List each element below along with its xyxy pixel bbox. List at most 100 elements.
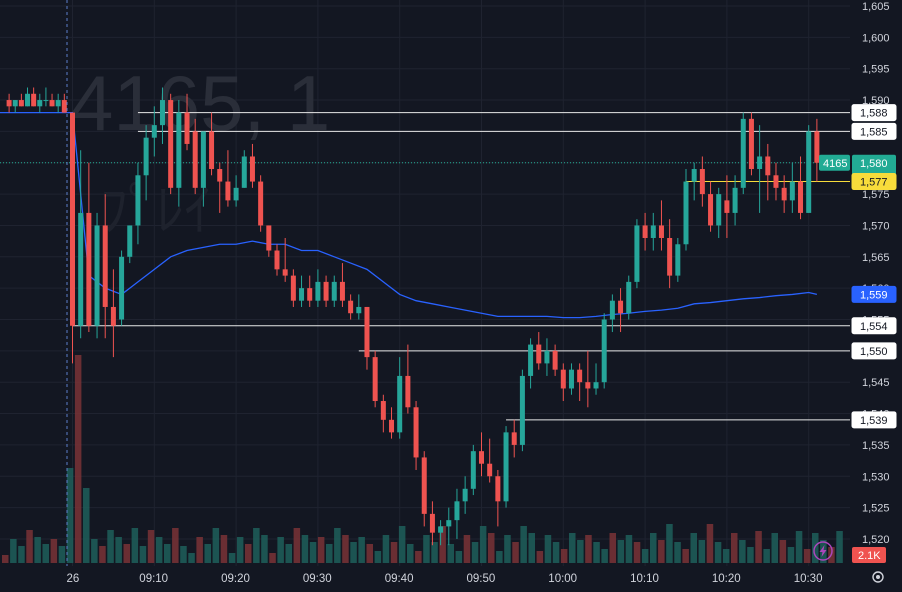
candle-body bbox=[568, 369, 574, 389]
candle-body bbox=[748, 118, 754, 170]
lightning-icon[interactable] bbox=[813, 541, 833, 561]
volume-bar bbox=[277, 537, 284, 563]
time-tick-label: 09:50 bbox=[467, 573, 496, 585]
candle-body bbox=[233, 187, 239, 201]
candle-body bbox=[6, 100, 12, 107]
volume-bar bbox=[407, 544, 414, 563]
candle-body bbox=[814, 131, 820, 163]
volume-bar bbox=[658, 540, 665, 563]
candle-body bbox=[110, 306, 116, 326]
candle-body bbox=[536, 344, 542, 364]
level-tag bbox=[851, 104, 897, 122]
candle-body bbox=[667, 237, 673, 276]
volume-tag-label: 2.1K bbox=[858, 550, 881, 562]
volume-bar bbox=[641, 549, 649, 563]
volume-bar bbox=[763, 549, 770, 563]
candle-body bbox=[307, 288, 313, 301]
volume-bar bbox=[415, 551, 422, 563]
volume-bar bbox=[803, 549, 811, 563]
volume-bar bbox=[293, 528, 301, 563]
price-tick-label: 1,520 bbox=[862, 534, 890, 546]
symbol-tag-label: 4165 bbox=[823, 158, 847, 170]
candle-body bbox=[18, 100, 24, 107]
time-tick-label: 10:10 bbox=[630, 573, 659, 585]
candle-body bbox=[503, 432, 509, 502]
volume-bar bbox=[253, 528, 260, 563]
candle-body bbox=[43, 100, 49, 102]
time-tick-label: 10:00 bbox=[548, 573, 577, 585]
candle-body bbox=[740, 118, 746, 188]
candle-body bbox=[683, 181, 689, 245]
volume-bar bbox=[342, 535, 349, 563]
candle-body bbox=[544, 350, 550, 364]
volume-bar bbox=[504, 535, 511, 563]
volume-bar bbox=[245, 544, 252, 563]
volume-bar bbox=[722, 549, 730, 563]
candle-body bbox=[364, 306, 370, 358]
volume-bar bbox=[471, 542, 479, 563]
candle-body bbox=[37, 100, 43, 107]
candle-body bbox=[724, 200, 730, 213]
candle-body bbox=[55, 100, 61, 107]
candle-body bbox=[339, 281, 345, 301]
volume-bar bbox=[123, 544, 130, 563]
volume-bar bbox=[479, 526, 487, 563]
watermark: 4165, 1 bbox=[70, 59, 330, 147]
level-tag bbox=[851, 122, 897, 140]
volume-bar bbox=[593, 542, 600, 563]
volume-bar bbox=[731, 533, 738, 563]
price-tick-label: 1,590 bbox=[862, 95, 890, 107]
candle-body bbox=[258, 181, 264, 226]
candle-body bbox=[462, 488, 468, 502]
candle-body bbox=[495, 476, 501, 502]
volume-bar bbox=[779, 540, 787, 563]
time-axis[interactable]: 26 09:10 09:20 09:30 09:40 09:50 10:00 10:10 10:… bbox=[67, 573, 823, 585]
volume-bar bbox=[463, 535, 471, 563]
price-tick-label: 1,525 bbox=[862, 503, 890, 515]
candle-body bbox=[168, 100, 174, 188]
candle-body bbox=[78, 212, 84, 326]
candles[interactable] bbox=[6, 87, 820, 546]
candle-body bbox=[511, 432, 517, 445]
volume-bar bbox=[512, 542, 519, 563]
time-tick-label: 09:30 bbox=[303, 573, 332, 585]
candle-body bbox=[266, 225, 272, 251]
volume-bar bbox=[739, 540, 746, 563]
candle-body bbox=[405, 375, 411, 408]
volume-bar bbox=[633, 542, 641, 563]
candle-body bbox=[282, 269, 288, 276]
price-tick-label: 1,575 bbox=[862, 189, 890, 201]
volume-bar bbox=[488, 533, 495, 563]
volume-bar bbox=[706, 524, 714, 563]
volume-bar bbox=[625, 535, 633, 563]
candle-body bbox=[708, 194, 714, 226]
volume-bar bbox=[423, 535, 430, 563]
level-tag bbox=[851, 342, 897, 360]
candle-body bbox=[397, 375, 403, 433]
volume-bar bbox=[617, 540, 625, 563]
volume-bar bbox=[147, 530, 155, 563]
candle-body bbox=[413, 407, 419, 458]
volume-bar bbox=[666, 524, 673, 563]
volume-bar bbox=[10, 539, 17, 563]
yellow-level-tag-label: 1,577 bbox=[860, 177, 888, 189]
volume-bar bbox=[58, 546, 66, 563]
candle-body bbox=[70, 112, 75, 326]
candle-body bbox=[225, 181, 231, 201]
candle-body bbox=[577, 369, 583, 383]
price-tick-label: 1,535 bbox=[862, 440, 890, 452]
settings-gear-icon[interactable] bbox=[872, 571, 884, 583]
volume-bar bbox=[34, 537, 41, 563]
candle-body bbox=[31, 93, 37, 107]
candle-body bbox=[323, 281, 329, 301]
candle-body bbox=[127, 225, 133, 257]
candle-body bbox=[299, 288, 305, 301]
level-tag-label: 1,585 bbox=[860, 126, 888, 138]
candle-body bbox=[446, 520, 452, 527]
volume-bar bbox=[91, 539, 98, 563]
volume-bar bbox=[236, 537, 244, 563]
price-tick-label: 1,565 bbox=[862, 252, 890, 264]
volume-bar bbox=[390, 542, 398, 563]
candle-body bbox=[49, 100, 55, 107]
